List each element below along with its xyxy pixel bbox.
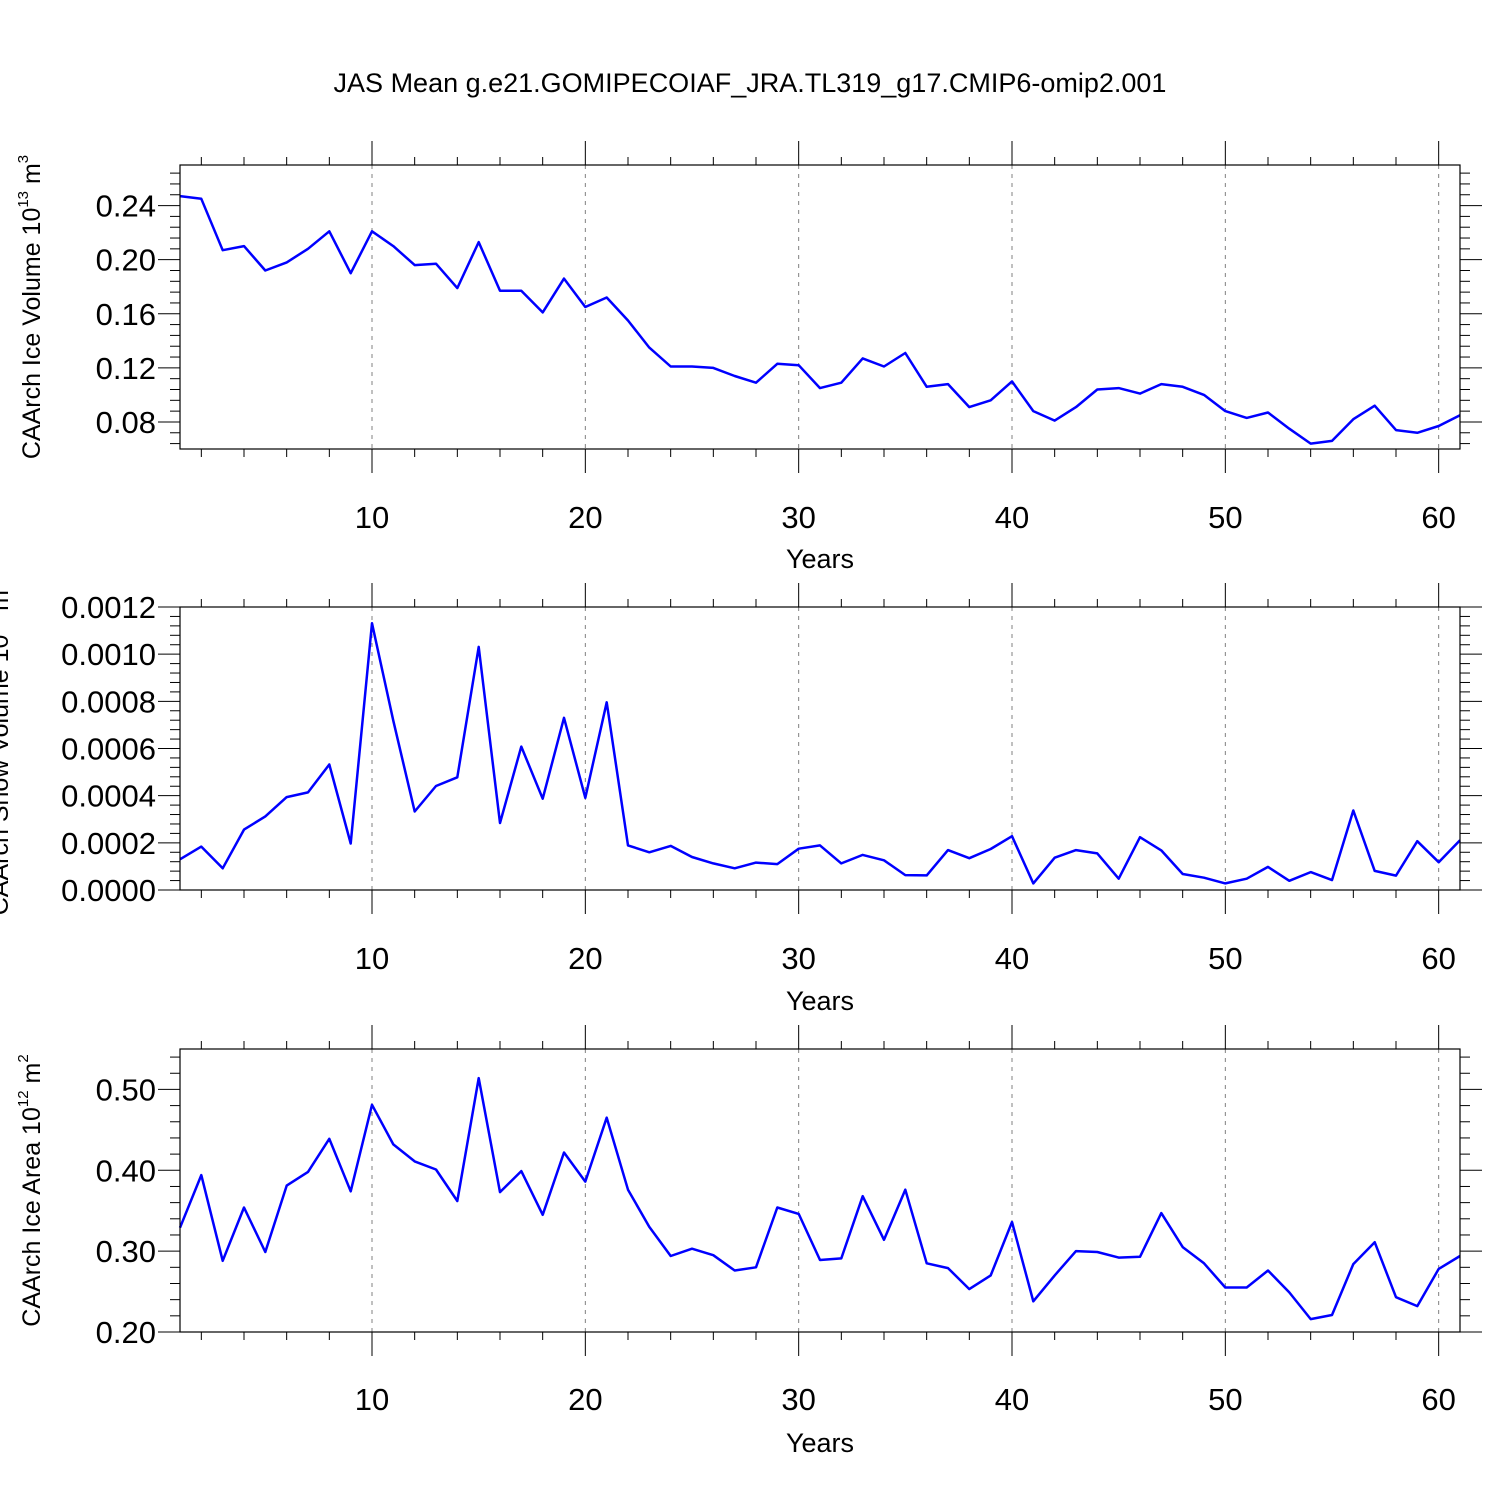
plot-frame (179, 606, 1461, 891)
y-axis-label-text: CAArch Snow Volume 10 (0, 635, 14, 916)
y-axis-label-unit-exponent: 3 (15, 155, 32, 163)
x-axis-label: Years (786, 544, 854, 574)
y-axis-label: CAArch Ice Area 1012 m2 (15, 1054, 46, 1326)
y-tick-label: 0.0012 (61, 590, 156, 625)
tick-marks (158, 141, 1482, 473)
x-tick-label: 60 (1421, 1382, 1455, 1417)
x-tick-label: 30 (781, 941, 815, 976)
ice-area-series-line (178, 1076, 1461, 1321)
x-axis-label: Years (786, 986, 854, 1016)
y-tick-label: 0.40 (96, 1153, 156, 1188)
x-tick-label: 20 (568, 500, 602, 535)
y-tick-label: 0.0000 (61, 873, 156, 908)
y-tick-label: 0.0008 (61, 684, 156, 719)
y-tick-label: 0.20 (96, 243, 156, 278)
x-tick-label: 30 (781, 1382, 815, 1417)
x-tick-labels: 10 20 30 40 50 60 (355, 500, 1456, 535)
y-tick-label: 0.20 (96, 1315, 156, 1350)
y-axis-label-exponent: 12 (15, 1090, 32, 1107)
chart-title: JAS Mean g.e21.GOMIPECOIAF_JRA.TL319_g17… (334, 68, 1167, 98)
y-tick-labels: 0.08 0.12 0.16 0.20 0.24 (96, 189, 156, 440)
y-axis-label-text: CAArch Ice Area 10 (18, 1107, 46, 1327)
x-tick-label: 40 (995, 941, 1029, 976)
y-axis-label-exponent: 13 (15, 191, 32, 208)
ice-volume-series-line (179, 194, 1461, 445)
x-tick-label: 20 (568, 941, 602, 976)
y-tick-label: 0.24 (96, 189, 156, 224)
x-axis-label: Years (786, 1428, 854, 1458)
x-gridlines (371, 165, 1440, 449)
y-axis-label-unit-exponent: 2 (15, 1054, 32, 1062)
panel-ice-volume: 10 20 30 40 50 60 0.080.120.160.200.24 Years … (15, 141, 1482, 574)
x-gridlines (371, 1049, 1440, 1332)
x-tick-label: 10 (355, 1382, 389, 1417)
y-tick-label: 0.16 (96, 297, 156, 332)
x-tick-label: 10 (355, 941, 389, 976)
panel-ice-area: 10 20 30 40 50 60 0.20 0.30 0.40 0.50 Years CAAr… (15, 1025, 1482, 1458)
tick-marks (158, 583, 1482, 914)
y-axis-label: CAArch Ice Volume 1013 m3 (15, 155, 46, 459)
x-tick-label: 10 (355, 500, 389, 535)
y-tick-label: 0.30 (96, 1234, 156, 1269)
x-tick-label: 40 (995, 500, 1029, 535)
panel-snow-volume: 10 20 30 40 50 60 0.00000.00020.00040.00060.0… (0, 582, 1482, 1016)
plot-frame (179, 164, 1461, 450)
snow-volume-series-line (179, 622, 1461, 885)
x-tick-label: 60 (1421, 941, 1455, 976)
x-tick-label: 50 (1208, 1382, 1242, 1417)
y-axis-label-text: CAArch Ice Volume 10 (18, 208, 46, 460)
x-tick-label: 20 (568, 1382, 602, 1417)
y-tick-labels: 0.0000 0.0002 0.0004 0.0006 0.0008 0.0010 0.00… (61, 590, 156, 908)
x-tick-label: 30 (781, 500, 815, 535)
x-tick-labels: 10 20 30 40 50 60 (355, 1382, 1456, 1417)
y-tick-label: 0.0006 (61, 732, 156, 767)
x-gridlines (371, 607, 1440, 890)
x-tick-label: 50 (1208, 500, 1242, 535)
y-tick-labels: 0.20 0.30 0.40 0.50 (96, 1072, 156, 1350)
y-axis-label-unit: m (18, 1063, 46, 1091)
y-tick-label: 0.08 (96, 405, 156, 440)
y-tick-label: 0.0004 (61, 779, 156, 814)
y-tick-label: 0.0002 (61, 826, 156, 861)
y-tick-label: 0.50 (96, 1072, 156, 1107)
tick-marks (158, 1025, 1482, 1356)
y-axis-label-unit: m (18, 163, 46, 191)
x-tick-label: 60 (1421, 500, 1455, 535)
y-axis-label-unit: m (0, 590, 14, 618)
y-tick-label: 0.12 (96, 351, 156, 386)
plot-frame (179, 1048, 1461, 1333)
x-tick-label: 50 (1208, 941, 1242, 976)
x-tick-label: 40 (995, 1382, 1029, 1417)
x-tick-labels: 10 20 30 40 50 60 (355, 941, 1456, 976)
y-axis-label: CAArch Snow Volume 1013 m3 (0, 582, 14, 916)
y-tick-label: 0.0010 (61, 637, 156, 672)
